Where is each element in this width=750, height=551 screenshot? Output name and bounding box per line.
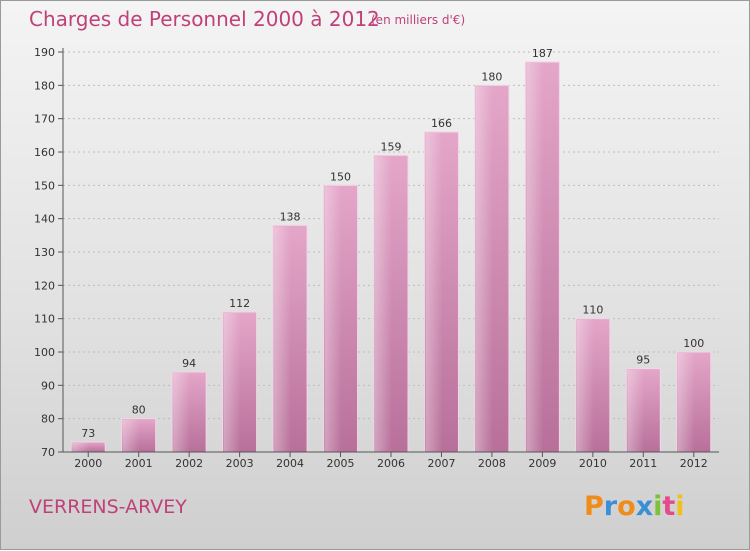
chart-title: Charges de Personnel 2000 à 2012: [29, 7, 380, 31]
bar-highlight: [627, 369, 645, 452]
bar-highlight: [274, 226, 292, 452]
bar-highlight: [677, 353, 695, 452]
y-tick-label: 150: [34, 179, 55, 192]
y-tick-label: 180: [34, 79, 55, 92]
x-tick-label: 2012: [680, 457, 708, 470]
x-tick-label: 2010: [579, 457, 607, 470]
data-label: 80: [132, 404, 146, 417]
x-tick-label: 2005: [327, 457, 355, 470]
x-tick-label: 2000: [74, 457, 102, 470]
data-label: 94: [182, 357, 196, 370]
data-label: 187: [532, 47, 553, 60]
commune-name: VERRENS-ARVEY: [29, 496, 187, 518]
y-tick-label: 190: [34, 46, 55, 59]
proxiti-logo: Proxiti: [584, 491, 685, 522]
bar-highlight: [425, 133, 443, 452]
y-tick-label: 120: [34, 279, 55, 292]
axis-layer: 70 80 90 100 110 120 130 140 150 160 170 180 190 2000…: [34, 46, 719, 470]
bar-highlight: [122, 419, 140, 452]
data-label: 150: [330, 170, 351, 183]
logo-letter: o: [617, 491, 636, 522]
logo-letter: x: [635, 491, 654, 522]
data-label: 95: [636, 354, 650, 367]
x-tick-label: 2011: [629, 457, 657, 470]
x-tick-label: 2006: [377, 457, 405, 470]
x-tick-label: 2007: [427, 457, 455, 470]
bar-highlight: [526, 63, 544, 452]
y-tick-label: 130: [34, 246, 55, 259]
data-label: 112: [229, 297, 250, 310]
data-label: 110: [582, 304, 603, 317]
bar-highlight: [475, 86, 493, 452]
y-tick-label: 70: [41, 446, 55, 459]
data-label: 159: [381, 140, 402, 153]
x-tick-label: 2004: [276, 457, 304, 470]
y-tick-label: 100: [34, 346, 55, 359]
y-tick-label: 90: [41, 379, 55, 392]
bar-highlight: [223, 313, 241, 452]
data-label: 180: [481, 70, 502, 83]
y-tick-label: 170: [34, 113, 55, 126]
bar-layer: 73 80 94 112 138 150 159 166 180 187 110 95 100: [70, 47, 712, 453]
y-tick-label: 80: [41, 413, 55, 426]
y-tick-label: 110: [34, 313, 55, 326]
bar-highlight: [72, 443, 90, 452]
bar-highlight: [375, 156, 392, 453]
x-tick-label: 2002: [175, 457, 203, 470]
data-label: 100: [683, 337, 704, 350]
logo-letter: i: [653, 491, 663, 522]
x-tick-label: 2003: [226, 457, 254, 470]
y-tick-label: 160: [34, 146, 55, 159]
x-tick-label: 2001: [125, 457, 153, 470]
chart-subtitle: (en milliers d'€): [371, 13, 466, 27]
data-label: 138: [280, 210, 301, 223]
bar-highlight: [324, 186, 342, 453]
bar-highlight: [576, 319, 594, 452]
y-tick-label: 140: [34, 213, 55, 226]
x-tick-label: 2008: [478, 457, 506, 470]
logo-letter: i: [675, 491, 685, 522]
data-label: 166: [431, 117, 452, 130]
data-label: 73: [81, 427, 95, 440]
logo-letter: P: [584, 491, 604, 522]
bar-highlight: [173, 373, 191, 452]
logo-letter: t: [662, 491, 676, 522]
logo-letter: r: [603, 491, 618, 522]
x-tick-label: 2009: [528, 457, 556, 470]
